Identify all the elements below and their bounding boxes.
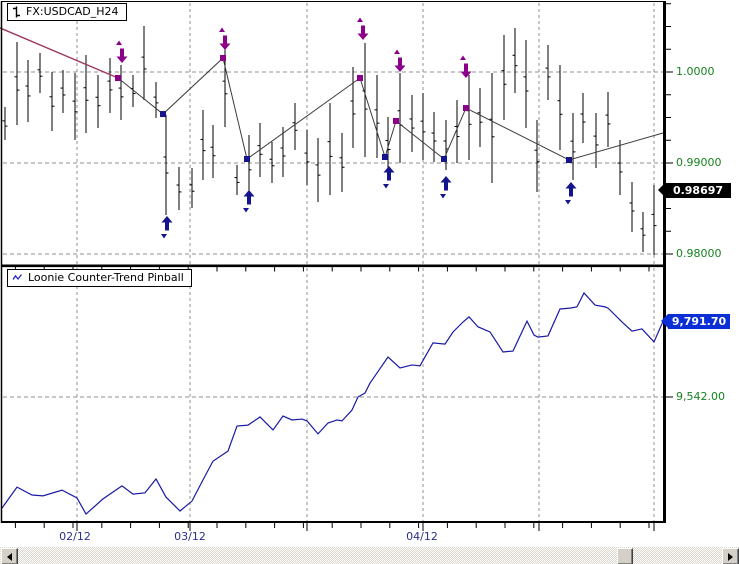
last-equity-value: 9,791.70 xyxy=(671,315,727,328)
date-label-03-12: 03/12 xyxy=(174,530,206,543)
zigzag-swing-line xyxy=(0,27,664,161)
price-axis-label-0.98000: 0.98000 xyxy=(676,247,722,260)
price-axis-label-0.99000: 0.99000 xyxy=(676,156,722,169)
price-panel-title: FX:USDCAD_H24 xyxy=(26,5,119,18)
last-equity-badge: 9,791.70 xyxy=(661,314,730,329)
gridlines xyxy=(3,3,663,521)
panel-frames-and-ticks xyxy=(0,1,673,531)
chart-canvas xyxy=(0,1,673,531)
equity-panel-title-box[interactable]: Loonie Counter-Trend Pinball xyxy=(7,269,192,287)
equity-badge-arrow-icon xyxy=(661,314,668,328)
scrollbar-thumb[interactable] xyxy=(617,548,633,564)
ohlc-bar-icon xyxy=(13,6,20,17)
equity-panel-title: Loonie Counter-Trend Pinball xyxy=(28,271,184,284)
price-axis-label-1.0000: 1.0000 xyxy=(676,65,715,78)
scroll-left-arrow-icon xyxy=(7,552,12,561)
equity-axis-label-9542: 9,542.00 xyxy=(676,390,725,403)
price-badge-arrow-icon xyxy=(658,183,665,197)
equity-curve-line xyxy=(1,291,664,515)
scroll-right-button[interactable] xyxy=(722,548,739,564)
line-chart-icon xyxy=(12,274,23,281)
signal-markers xyxy=(115,17,577,239)
date-label-02-12: 02/12 xyxy=(59,530,91,543)
date-label-04-12: 04/12 xyxy=(406,530,438,543)
horizontal-scrollbar[interactable] xyxy=(0,547,739,564)
last-price-value: 0.98697 xyxy=(672,184,724,197)
scroll-left-button[interactable] xyxy=(1,548,18,564)
scroll-right-arrow-icon xyxy=(728,552,733,561)
last-price-badge: 0.98697 xyxy=(658,183,731,198)
price-bars xyxy=(2,26,657,256)
price-panel-title-box[interactable]: FX:USDCAD_H24 xyxy=(7,3,127,21)
